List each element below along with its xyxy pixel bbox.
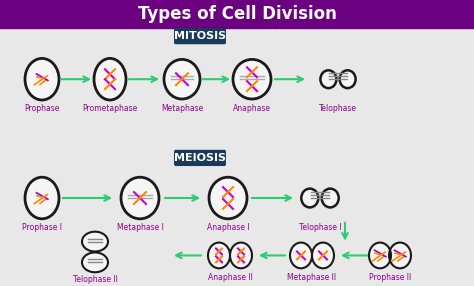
Text: Anaphase I: Anaphase I xyxy=(207,223,249,232)
Text: Prophase: Prophase xyxy=(24,104,60,113)
Ellipse shape xyxy=(25,177,59,219)
Text: Metaphase: Metaphase xyxy=(161,104,203,113)
Ellipse shape xyxy=(369,243,391,268)
Text: Metaphase II: Metaphase II xyxy=(287,273,337,282)
Ellipse shape xyxy=(301,188,319,207)
Ellipse shape xyxy=(25,58,59,100)
Text: MEIOSIS: MEIOSIS xyxy=(174,153,226,163)
Ellipse shape xyxy=(320,70,337,88)
Ellipse shape xyxy=(339,70,356,88)
Ellipse shape xyxy=(121,177,159,219)
Text: Types of Cell Division: Types of Cell Division xyxy=(137,5,337,23)
FancyBboxPatch shape xyxy=(175,29,225,43)
Text: Prophase I: Prophase I xyxy=(22,223,62,232)
Text: Anaphase: Anaphase xyxy=(233,104,271,113)
Text: Telophase: Telophase xyxy=(319,104,357,113)
Text: Telophase I: Telophase I xyxy=(299,223,341,232)
FancyBboxPatch shape xyxy=(175,150,225,165)
Text: Prometaphase: Prometaphase xyxy=(82,104,137,113)
Text: MITOSIS: MITOSIS xyxy=(174,31,226,41)
Ellipse shape xyxy=(209,177,247,219)
Ellipse shape xyxy=(164,59,200,99)
Ellipse shape xyxy=(230,243,252,268)
Ellipse shape xyxy=(290,243,312,268)
Ellipse shape xyxy=(389,243,411,268)
Text: Anaphase II: Anaphase II xyxy=(208,273,253,282)
Ellipse shape xyxy=(312,243,334,268)
Text: Prophase II: Prophase II xyxy=(369,273,411,282)
Ellipse shape xyxy=(82,232,108,251)
Text: Telophase II: Telophase II xyxy=(73,275,118,284)
Ellipse shape xyxy=(208,243,230,268)
Ellipse shape xyxy=(82,253,108,272)
Ellipse shape xyxy=(94,58,126,100)
Ellipse shape xyxy=(322,188,339,207)
Bar xyxy=(0,0,474,28)
Ellipse shape xyxy=(233,59,271,99)
Text: Metaphase I: Metaphase I xyxy=(117,223,164,232)
